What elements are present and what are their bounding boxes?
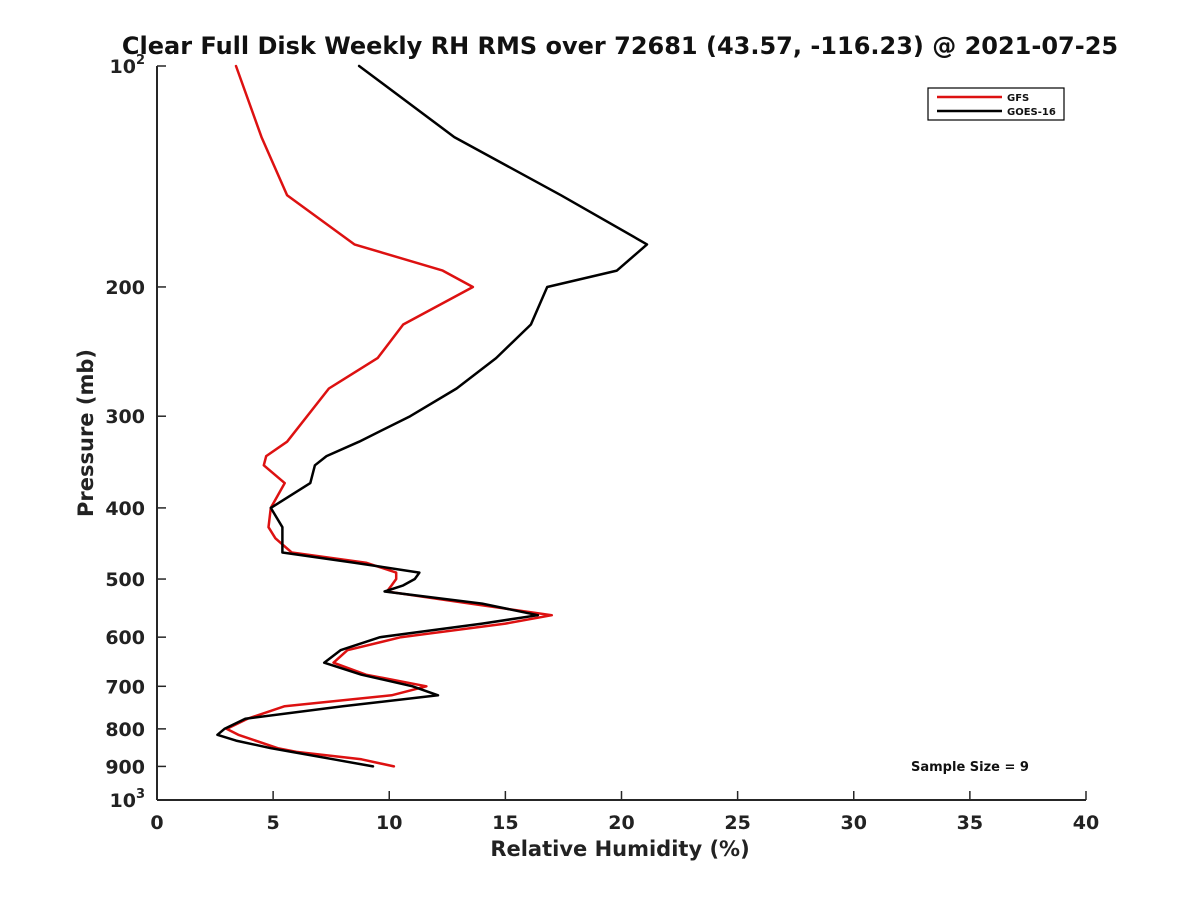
x-tick-label: 0 [150, 812, 163, 834]
plot-area [156, 66, 1086, 801]
y-tick-label: 500 [105, 569, 145, 591]
x-tick-label: 40 [1073, 812, 1099, 834]
x-tick-label: 10 [376, 812, 402, 834]
y-tick-label: 800 [105, 719, 145, 741]
legend: GFS GOES-16 [927, 87, 1065, 121]
legend-label-gfs: GFS [1007, 93, 1029, 104]
series-line-gfs [225, 64, 554, 768]
series-layer [216, 64, 649, 768]
sample-size-annotation: Sample Size = 9 [911, 760, 1029, 775]
y-tick-label: 200 [105, 277, 145, 299]
x-tick-label: 35 [957, 812, 983, 834]
y-tick-label: 400 [105, 498, 145, 520]
y-axis-ticks: 102 200 300 400 500 600 700 800 900 103 [105, 53, 166, 812]
y-tick-label: 103 [110, 787, 146, 812]
y-tick-label: 700 [105, 676, 145, 698]
x-tick-label: 30 [841, 812, 867, 834]
x-axis-label: Relative Humidity (%) [490, 837, 749, 861]
x-axis-ticks: 0 5 10 15 20 25 30 35 40 [150, 791, 1099, 834]
x-tick-label: 25 [724, 812, 750, 834]
y-tick-label: 600 [105, 627, 145, 649]
x-tick-label: 15 [492, 812, 518, 834]
y-tick-label: 900 [105, 756, 145, 778]
y-axis-label: Pressure (mb) [74, 349, 98, 517]
chart-title: Clear Full Disk Weekly RH RMS over 72681… [122, 32, 1118, 60]
y-tick-label: 102 [110, 53, 146, 78]
legend-label-goes16: GOES-16 [1007, 107, 1056, 118]
y-tick-label: 300 [105, 406, 145, 428]
x-tick-label: 20 [608, 812, 634, 834]
legend-box [927, 87, 1065, 121]
x-tick-label: 5 [267, 812, 280, 834]
series-line-goes16 [216, 64, 649, 768]
